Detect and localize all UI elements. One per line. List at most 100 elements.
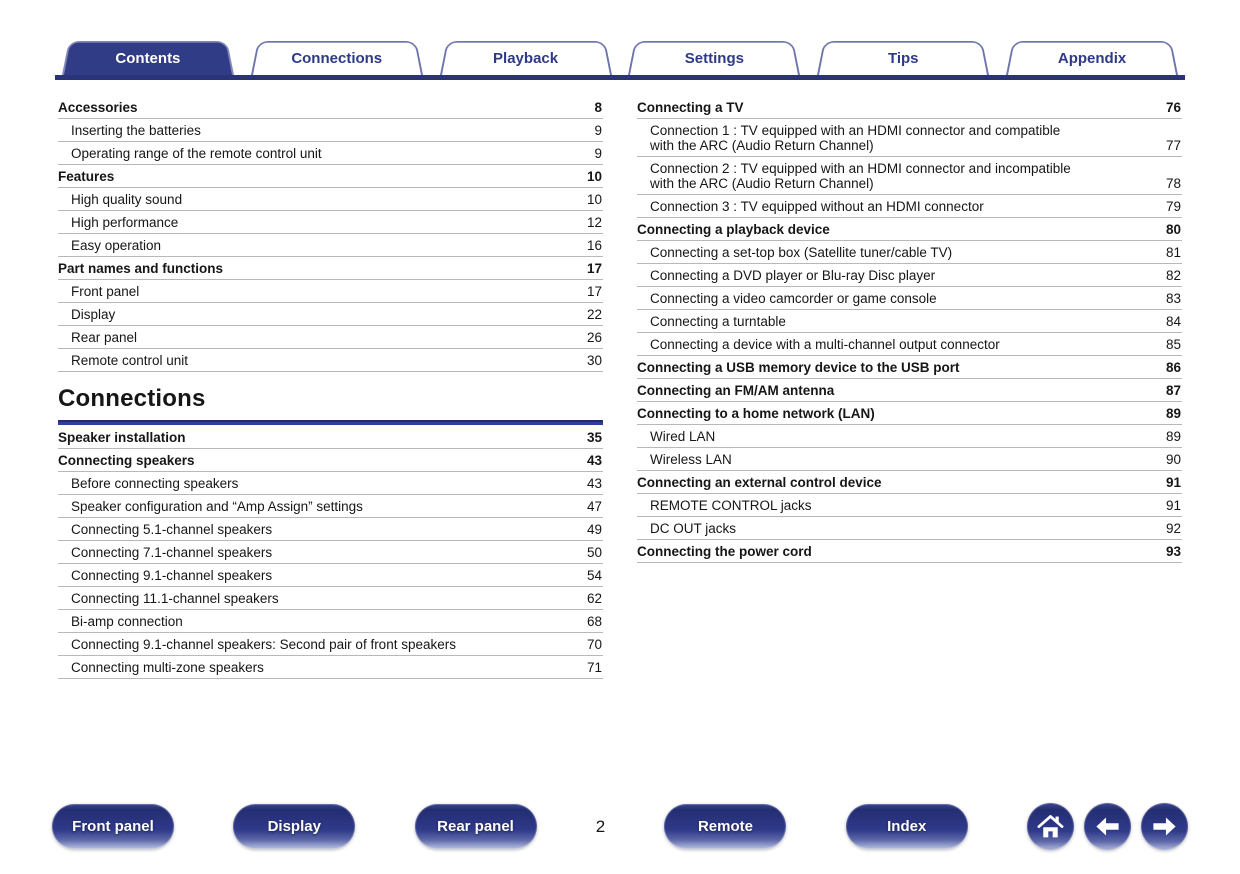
toc-entry-page: 35	[586, 430, 602, 445]
toc-entry-label: Connecting 7.1-channel speakers	[71, 545, 273, 560]
tab-label: Settings	[684, 49, 744, 67]
toc-entry[interactable]: Wired LAN 89	[637, 425, 1182, 448]
tab[interactable]: Playback	[439, 38, 612, 75]
toc-entry[interactable]: Connecting speakers 43	[58, 449, 603, 472]
toc-entry-page: 10	[586, 192, 602, 207]
toc-entry-page: 49	[586, 522, 602, 537]
toc-entry-label: Connecting 9.1-channel speakers	[71, 568, 273, 583]
toc-entry-label: Remote control unit	[71, 353, 189, 368]
toc-entry[interactable]: Easy operation 16	[58, 234, 603, 257]
toc-entry-page: 77	[1165, 138, 1181, 153]
home-button[interactable]	[1026, 803, 1074, 850]
tab-label: Contents	[115, 49, 181, 67]
toc-entry[interactable]: Bi-amp connection 68	[58, 610, 603, 633]
toc-entry-page: 68	[586, 614, 602, 629]
toc-entry-page: 8	[594, 100, 602, 115]
index-button[interactable]: Index	[845, 804, 968, 849]
toc-entry[interactable]: Connecting 5.1-channel speakers 49	[58, 518, 603, 541]
toc-entry-page: 84	[1165, 314, 1181, 329]
toc-entry[interactable]: Operating range of the remote control un…	[58, 142, 603, 165]
toc-entry-page: 9	[594, 146, 602, 161]
toc-entry-label: Speaker configuration and “Amp Assign” s…	[71, 499, 363, 514]
tab[interactable]: Connections	[250, 38, 423, 75]
toc-entry[interactable]: Connecting an external control device 91	[637, 471, 1182, 494]
toc-entry-label: Wireless LAN	[650, 452, 732, 467]
tab-bar-rule	[55, 75, 1185, 80]
toc-entry-page: 89	[1165, 406, 1181, 421]
toc-entry[interactable]: Connecting a turntable 84	[637, 310, 1182, 333]
toc-entry[interactable]: Features 10	[58, 165, 603, 188]
toc-entry-label: Connecting 11.1-channel speakers	[71, 591, 279, 606]
toc-entry-label: Connecting speakers	[58, 453, 195, 468]
toc-entry[interactable]: Connecting a device with a multi-channel…	[637, 333, 1182, 356]
toc-entry[interactable]: Connection 3 : TV equipped without an HD…	[637, 195, 1182, 218]
toc-entry[interactable]: Wireless LAN 90	[637, 448, 1182, 471]
toc-entry-label: Connecting an FM/AM antenna	[637, 383, 835, 398]
toc-entry[interactable]: Speaker installation 35	[58, 426, 603, 449]
toc-entry[interactable]: Connecting a video camcorder or game con…	[637, 287, 1182, 310]
rear-panel-button[interactable]: Rear panel	[414, 804, 537, 849]
toc-list-intro: Accessories 8 Inserting the batteries 9 …	[58, 96, 603, 372]
toc-entry[interactable]: Connecting 9.1-channel speakers 54	[58, 564, 603, 587]
toc-entry-page: 17	[586, 284, 602, 299]
toc-entry-label: Connecting to a home network (LAN)	[637, 406, 875, 421]
toc-entry-label: Connecting a set-top box (Satellite tune…	[650, 245, 953, 260]
toc-entry[interactable]: Connecting 7.1-channel speakers 50	[58, 541, 603, 564]
tab[interactable]: Contents	[62, 38, 234, 75]
page-number: 2	[595, 816, 606, 836]
toc-entry-page: 30	[586, 353, 602, 368]
section-heading-rule	[58, 420, 603, 425]
toc-entry-label: Wired LAN	[650, 429, 716, 444]
front-panel-button[interactable]: Front panel	[52, 804, 174, 849]
toc-entry[interactable]: Connecting a set-top box (Satellite tune…	[637, 241, 1182, 264]
toc-entry[interactable]: Front panel 17	[58, 280, 603, 303]
toc-entry-page: 43	[586, 476, 602, 491]
toc-entry-page: 78	[1165, 176, 1181, 191]
toc-entry[interactable]: Connecting to a home network (LAN) 89	[637, 402, 1182, 425]
tab-bar: Contents Connections Playback Settings	[0, 38, 1240, 80]
toc-entry[interactable]: Connecting a USB memory device to the US…	[637, 356, 1182, 379]
toc-entry-label: Connecting multi-zone speakers	[71, 660, 264, 675]
toc-entry-page: 93	[1165, 544, 1181, 559]
toc-entry[interactable]: Connecting an FM/AM antenna 87	[637, 379, 1182, 402]
toc-entry-page: 47	[586, 499, 602, 514]
toc-entry-label: Features	[58, 169, 115, 184]
toc-entry[interactable]: REMOTE CONTROL jacks 91	[637, 494, 1182, 517]
toc-entry[interactable]: Speaker configuration and “Amp Assign” s…	[58, 495, 603, 518]
toc-entry-page: 82	[1165, 268, 1181, 283]
toc-entry[interactable]: Connecting a TV 76	[637, 96, 1182, 119]
toc-entry[interactable]: High performance 12	[58, 211, 603, 234]
forward-button[interactable]	[1140, 803, 1188, 850]
toc-entry[interactable]: Inserting the batteries 9	[58, 119, 603, 142]
toc-entry[interactable]: Before connecting speakers 43	[58, 472, 603, 495]
toc-entry[interactable]: Connection 2 : TV equipped with an HDMI …	[637, 157, 1182, 195]
toc-entry[interactable]: Rear panel 26	[58, 326, 603, 349]
toc-entry-label: High quality sound	[71, 192, 183, 207]
remote-button[interactable]: Remote	[664, 804, 787, 849]
toc-entry[interactable]: Connection 1 : TV equipped with an HDMI …	[637, 119, 1182, 157]
toc-list-connections: Speaker installation 35 Connecting speak…	[58, 426, 603, 679]
toc-entry[interactable]: Remote control unit 30	[58, 349, 603, 372]
toc-entry[interactable]: Display 22	[58, 303, 603, 326]
tab[interactable]: Settings	[628, 38, 801, 75]
home-icon	[1035, 811, 1066, 842]
toc-entry[interactable]: Connecting a playback device 80	[637, 218, 1182, 241]
tab[interactable]: Tips	[817, 38, 990, 75]
toc-entry-label: Connecting a video camcorder or game con…	[650, 291, 937, 306]
toc-entry-page: 26	[586, 330, 602, 345]
back-button[interactable]	[1083, 803, 1131, 850]
toc-entry[interactable]: Connecting a DVD player or Blu-ray Disc …	[637, 264, 1182, 287]
toc-entry[interactable]: Connecting the power cord 93	[637, 540, 1182, 563]
toc-entry[interactable]: Part names and functions 17	[58, 257, 603, 280]
display-button[interactable]: Display	[233, 804, 356, 849]
toc-entry[interactable]: DC OUT jacks 92	[637, 517, 1182, 540]
toc-entry[interactable]: Connecting 11.1-channel speakers 62	[58, 587, 603, 610]
toc-list-right: Connecting a TV 76 Connection 1 : TV equ…	[637, 96, 1182, 563]
toc-entry[interactable]: High quality sound 10	[58, 188, 603, 211]
toc-entry[interactable]: Accessories 8	[58, 96, 603, 119]
tab[interactable]: Appendix	[1006, 38, 1178, 75]
toc-entry-label: Part names and functions	[58, 261, 224, 276]
toc-entry[interactable]: Connecting 9.1-channel speakers: Second …	[58, 633, 603, 656]
toc-entry[interactable]: Connecting multi-zone speakers 71	[58, 656, 603, 679]
